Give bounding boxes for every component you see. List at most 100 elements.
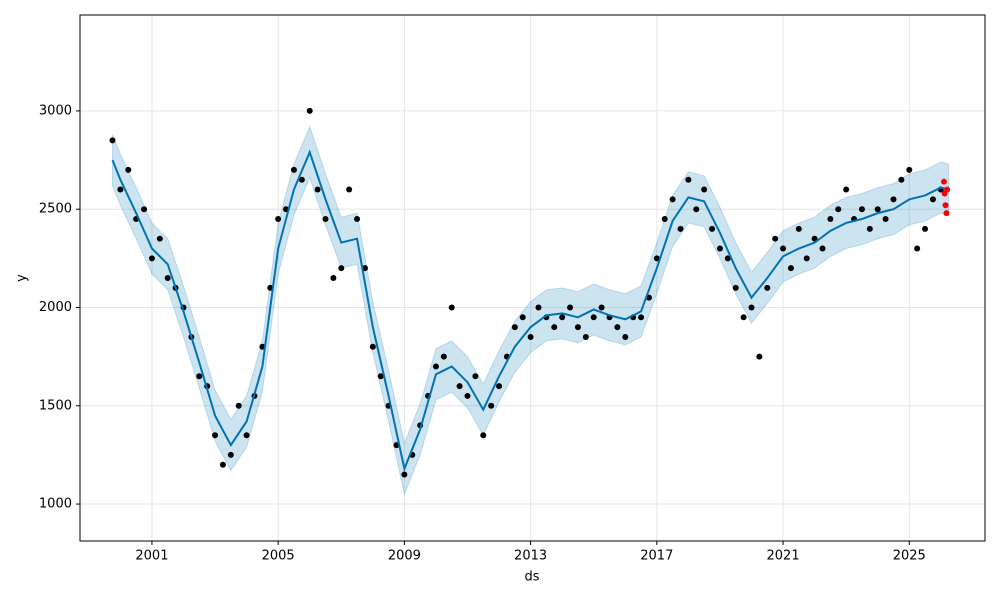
y-axis-label: y xyxy=(15,274,30,282)
observed-point xyxy=(653,255,660,262)
observed-point xyxy=(661,216,668,223)
observed-point xyxy=(622,333,629,340)
observed-point xyxy=(716,245,723,252)
recent-point xyxy=(942,202,949,209)
observed-point xyxy=(117,186,124,193)
observed-point xyxy=(212,432,219,439)
observed-point xyxy=(780,245,787,252)
observed-point xyxy=(638,314,645,321)
observed-point xyxy=(740,314,747,321)
y-tick-label: 3000 xyxy=(39,103,72,118)
observed-point xyxy=(306,107,313,114)
x-tick-label: 2017 xyxy=(640,549,673,564)
observed-point xyxy=(314,186,321,193)
x-tick-label: 2005 xyxy=(262,549,295,564)
observed-point xyxy=(827,216,834,223)
observed-point xyxy=(464,392,471,399)
forecast-line xyxy=(111,149,949,473)
observed-point xyxy=(685,176,692,183)
observed-point xyxy=(535,304,542,311)
observed-point xyxy=(456,383,463,390)
observed-point xyxy=(764,284,771,291)
observed-point xyxy=(338,265,345,272)
observed-point xyxy=(480,432,487,439)
observed-point xyxy=(914,245,921,252)
observed-point xyxy=(709,225,716,232)
recent-point xyxy=(940,178,947,185)
observed-point xyxy=(748,304,755,311)
observed-point xyxy=(724,255,731,262)
observed-point xyxy=(164,275,171,281)
observed-point xyxy=(496,383,503,390)
observed-point xyxy=(732,284,739,291)
observed-point xyxy=(196,373,203,380)
y-tick-label: 2500 xyxy=(39,202,72,217)
observed-point xyxy=(701,186,708,193)
observed-point xyxy=(906,166,913,173)
observed-point xyxy=(488,402,495,409)
observed-point xyxy=(511,324,518,331)
observed-point xyxy=(377,373,384,380)
observed-point xyxy=(929,196,936,203)
x-tick-label: 2021 xyxy=(767,549,800,564)
observed-point xyxy=(898,176,905,183)
observed-point xyxy=(843,186,850,193)
observed-point xyxy=(109,137,116,144)
observed-point xyxy=(567,304,574,311)
observed-point xyxy=(125,166,132,173)
plot-frame xyxy=(79,14,986,542)
observed-point xyxy=(432,363,439,370)
observed-point xyxy=(275,216,282,223)
x-tick-label: 2013 xyxy=(514,549,547,564)
observed-point xyxy=(243,432,250,439)
observed-point xyxy=(519,314,526,321)
observed-point xyxy=(330,275,337,281)
observed-point xyxy=(401,471,408,478)
y-tick-label: 1000 xyxy=(39,497,72,512)
recent-point xyxy=(944,186,951,193)
observed-point xyxy=(890,196,897,203)
observed-point xyxy=(693,206,700,213)
observed-point xyxy=(835,206,842,213)
observed-point xyxy=(227,451,234,458)
observed-point xyxy=(677,225,684,232)
y-tick-label: 2000 xyxy=(39,300,72,315)
observed-point xyxy=(472,373,479,380)
observed-point xyxy=(346,186,353,193)
observed-point xyxy=(156,235,163,242)
observed-point xyxy=(669,196,676,203)
observed-point xyxy=(803,255,810,262)
observed-point xyxy=(858,206,865,213)
observed-point xyxy=(574,324,581,331)
recent-point xyxy=(943,210,950,217)
observed-point xyxy=(354,216,361,223)
observed-point xyxy=(590,314,597,321)
observed-point xyxy=(582,333,589,340)
observed-point xyxy=(598,304,605,311)
observed-point xyxy=(559,314,566,321)
x-tick-label: 2009 xyxy=(388,549,421,564)
observed-point xyxy=(551,324,558,331)
x-axis-label: ds xyxy=(524,570,539,585)
y-tick-label: 1500 xyxy=(39,398,72,413)
observed-point xyxy=(795,225,802,232)
observed-point xyxy=(369,343,376,350)
observed-point xyxy=(290,166,297,173)
x-tick-label: 2025 xyxy=(893,549,926,564)
observed-point xyxy=(819,245,826,252)
observed-point xyxy=(882,216,889,223)
observed-point xyxy=(141,206,148,213)
observed-point xyxy=(787,265,794,272)
observed-point xyxy=(235,402,242,409)
observed-point xyxy=(440,353,447,360)
observed-point xyxy=(614,324,621,331)
observed-point xyxy=(219,461,226,468)
x-tick-label: 2001 xyxy=(135,549,168,564)
observed-point xyxy=(448,304,455,311)
observed-point xyxy=(866,225,873,232)
observed-point xyxy=(527,333,534,340)
observed-point xyxy=(922,225,929,232)
observed-point xyxy=(298,176,305,183)
observed-point xyxy=(148,255,155,262)
